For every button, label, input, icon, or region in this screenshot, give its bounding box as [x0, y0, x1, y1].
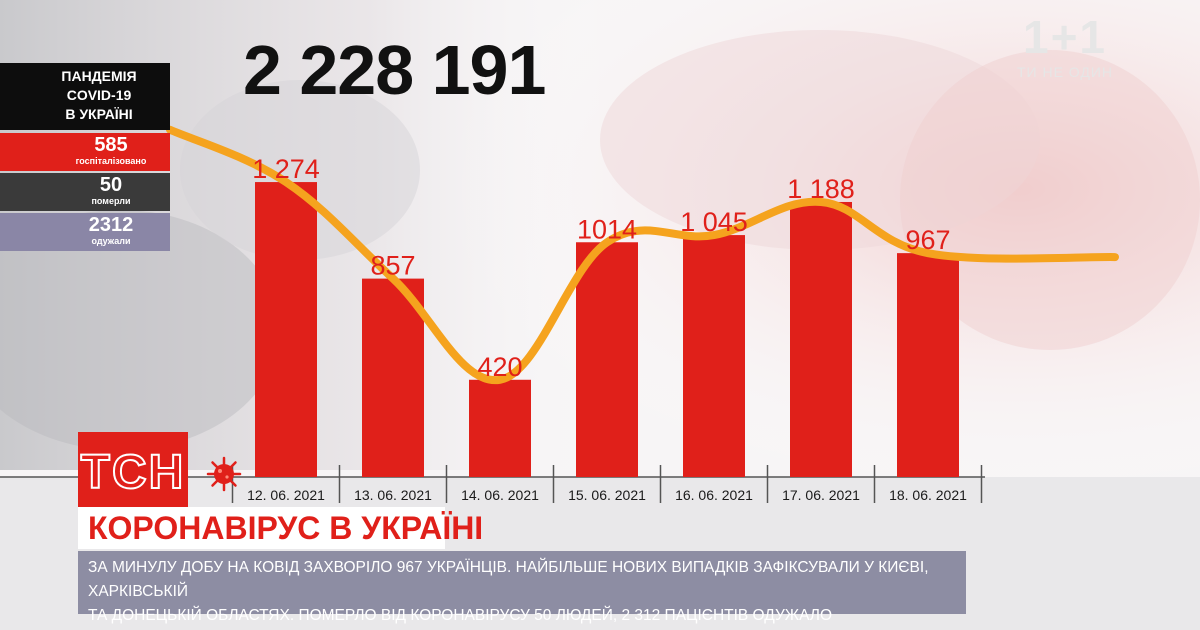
x-tick-label: 15. 06. 2021: [568, 487, 646, 503]
ticker-line: ЗА МИНУЛУ ДОБУ НА КОВІД ЗАХВОРІЛО 967 УК…: [88, 559, 929, 600]
chart-bar: [362, 278, 424, 477]
tsn-badge: ТСН: [78, 432, 188, 512]
headline: КОРОНАВІРУС В УКРАЇНІ: [78, 507, 483, 549]
news-ticker: ЗА МИНУЛУ ДОБУ НА КОВІД ЗАХВОРІЛО 967 УК…: [78, 551, 966, 624]
chart-bar: [683, 235, 745, 477]
recovered-value: 2312: [88, 214, 134, 236]
bar-value-label: 420: [477, 352, 522, 382]
x-tick-label: 12. 06. 2021: [247, 487, 325, 503]
chart-bar: [576, 242, 638, 477]
pandemic-panel-title: ПАНДЕМІЯ COVID-19 В УКРАЇНІ: [0, 63, 170, 130]
ticker-line: ТА ДОНЕЦЬКІЙ ОБЛАСТЯХ. ПОМЕРЛО ВІД КОРОН…: [88, 607, 833, 624]
channel-logo-mark: 1+1: [1022, 11, 1108, 63]
trend-line: [166, 125, 1119, 385]
x-tick-label: 14. 06. 2021: [461, 487, 539, 503]
bar-value-label: 857: [370, 251, 415, 281]
bar-value-label: 1 045: [680, 207, 748, 237]
hospitalized-value: 585: [94, 134, 128, 156]
x-tick-label: 17. 06. 2021: [782, 487, 860, 503]
recovered-label: одужали: [91, 236, 131, 246]
virus-icon: [206, 456, 242, 492]
chart-bar: [255, 182, 317, 477]
x-tick-label: 18. 06. 2021: [889, 487, 967, 503]
channel-logo-tagline: ТИ НЕ ОДИН: [1016, 64, 1114, 80]
bar-value-label: 1 188: [787, 174, 855, 204]
died-label: померли: [91, 196, 131, 206]
recovered-stat: 2312 одужали: [0, 213, 170, 251]
hospitalized-stat: 585 госпіталізовано: [0, 133, 170, 171]
total-cases-count: 2 228 191: [243, 31, 546, 109]
chart-bar: [897, 253, 959, 477]
tsn-badge-text: ТСН: [80, 445, 186, 500]
bar-value-label: 1014: [577, 214, 637, 244]
died-value: 50: [99, 174, 123, 196]
died-stat: 50 померли: [0, 173, 170, 211]
bar-value-label: 967: [905, 225, 950, 255]
channel-logo: 1+1 ТИ НЕ ОДИН: [1005, 14, 1125, 80]
chart-bar: [790, 201, 852, 477]
hospitalized-label: госпіталізовано: [75, 156, 147, 166]
chart-bar: [469, 379, 531, 477]
x-tick-label: 13. 06. 2021: [354, 487, 432, 503]
bar-value-label: 1 274: [252, 154, 320, 184]
x-tick-label: 16. 06. 2021: [675, 487, 753, 503]
panel-title-line: В УКРАЇНІ: [65, 106, 133, 122]
panel-title-line: COVID-19: [66, 87, 132, 103]
panel-title-line: ПАНДЕМІЯ: [61, 68, 137, 84]
